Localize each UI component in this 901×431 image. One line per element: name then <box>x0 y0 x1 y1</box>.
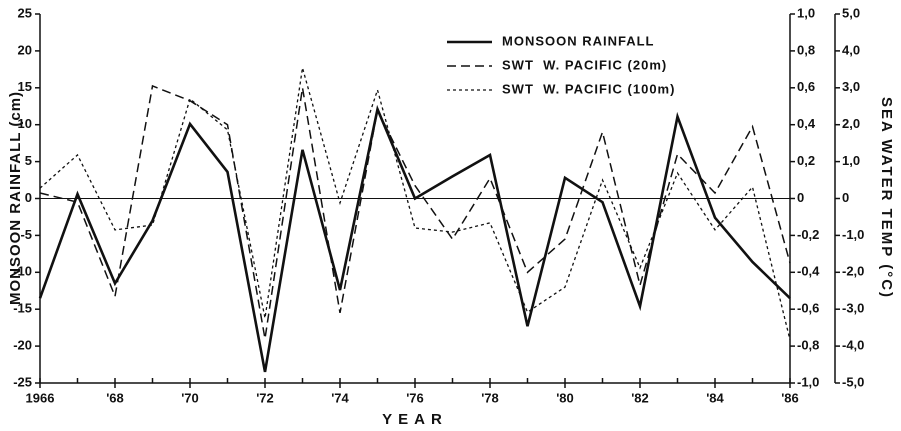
tick-label: 0,8 <box>797 42 815 57</box>
series-line <box>38 104 791 373</box>
tick-label: 0,4 <box>797 116 816 131</box>
tick-label: 0 <box>842 190 849 205</box>
tick-label: 20 <box>18 42 32 57</box>
tick-label: -3,0 <box>842 301 864 316</box>
tick-label: -10 <box>13 264 32 279</box>
x-tick-label: '86 <box>781 390 799 405</box>
legend-label: SWT W. PACIFIC (100m) <box>502 81 675 96</box>
tick-label: -15 <box>13 301 32 316</box>
tick-label: 2,0 <box>842 116 860 131</box>
tick-label: -20 <box>13 338 32 353</box>
tick-label: -0,6 <box>797 301 819 316</box>
tick-label: 25 <box>18 5 32 20</box>
tick-label: 5 <box>25 153 32 168</box>
tick-label: -4,0 <box>842 338 864 353</box>
tick-label: -25 <box>13 374 32 389</box>
tick-label: -0,2 <box>797 227 819 242</box>
series-line <box>39 67 791 340</box>
x-tick-label: '70 <box>181 390 199 405</box>
tick-label: -0,4 <box>797 264 820 279</box>
x-tick-label: '72 <box>256 390 274 405</box>
tick-label: -5 <box>20 227 32 242</box>
legend-label: MONSOON RAINFALL <box>502 33 655 48</box>
legend-label: SWT W. PACIFIC (20m) <box>502 57 667 72</box>
x-tick-label: 1966 <box>26 390 55 405</box>
tick-label: 1,0 <box>797 5 815 20</box>
tick-label: -1,0 <box>797 374 819 389</box>
x-tick-label: '68 <box>106 390 124 405</box>
x-tick-label: '78 <box>481 390 499 405</box>
tick-label: -2,0 <box>842 264 864 279</box>
tick-label: 1,0 <box>842 153 860 168</box>
x-tick-label: '80 <box>556 390 574 405</box>
y2-axis-label: SEA WATER TEMP (°C) <box>878 97 895 299</box>
y-axis-label: MONSOON RAINFALL (cm) <box>7 91 24 305</box>
x-tick-label: '74 <box>331 390 349 405</box>
x-axis-label: YEAR <box>382 411 448 428</box>
x-tick-label: '82 <box>631 390 649 405</box>
tick-label: 3,0 <box>842 79 860 94</box>
tick-label: 0,2 <box>797 153 815 168</box>
tick-label: 5,0 <box>842 5 860 20</box>
tick-label: 0 <box>797 190 804 205</box>
tick-label: 0 <box>25 190 32 205</box>
tick-label: 4,0 <box>842 42 860 57</box>
tick-label: 0,6 <box>797 79 815 94</box>
tick-label: -5,0 <box>842 374 864 389</box>
tick-label: -1,0 <box>842 227 864 242</box>
x-tick-label: '84 <box>706 390 724 405</box>
tick-label: -0,8 <box>797 338 819 353</box>
tick-label: 10 <box>18 116 32 131</box>
x-tick-label: '76 <box>406 390 424 405</box>
series-line <box>39 84 791 339</box>
tick-label: 15 <box>18 79 32 94</box>
